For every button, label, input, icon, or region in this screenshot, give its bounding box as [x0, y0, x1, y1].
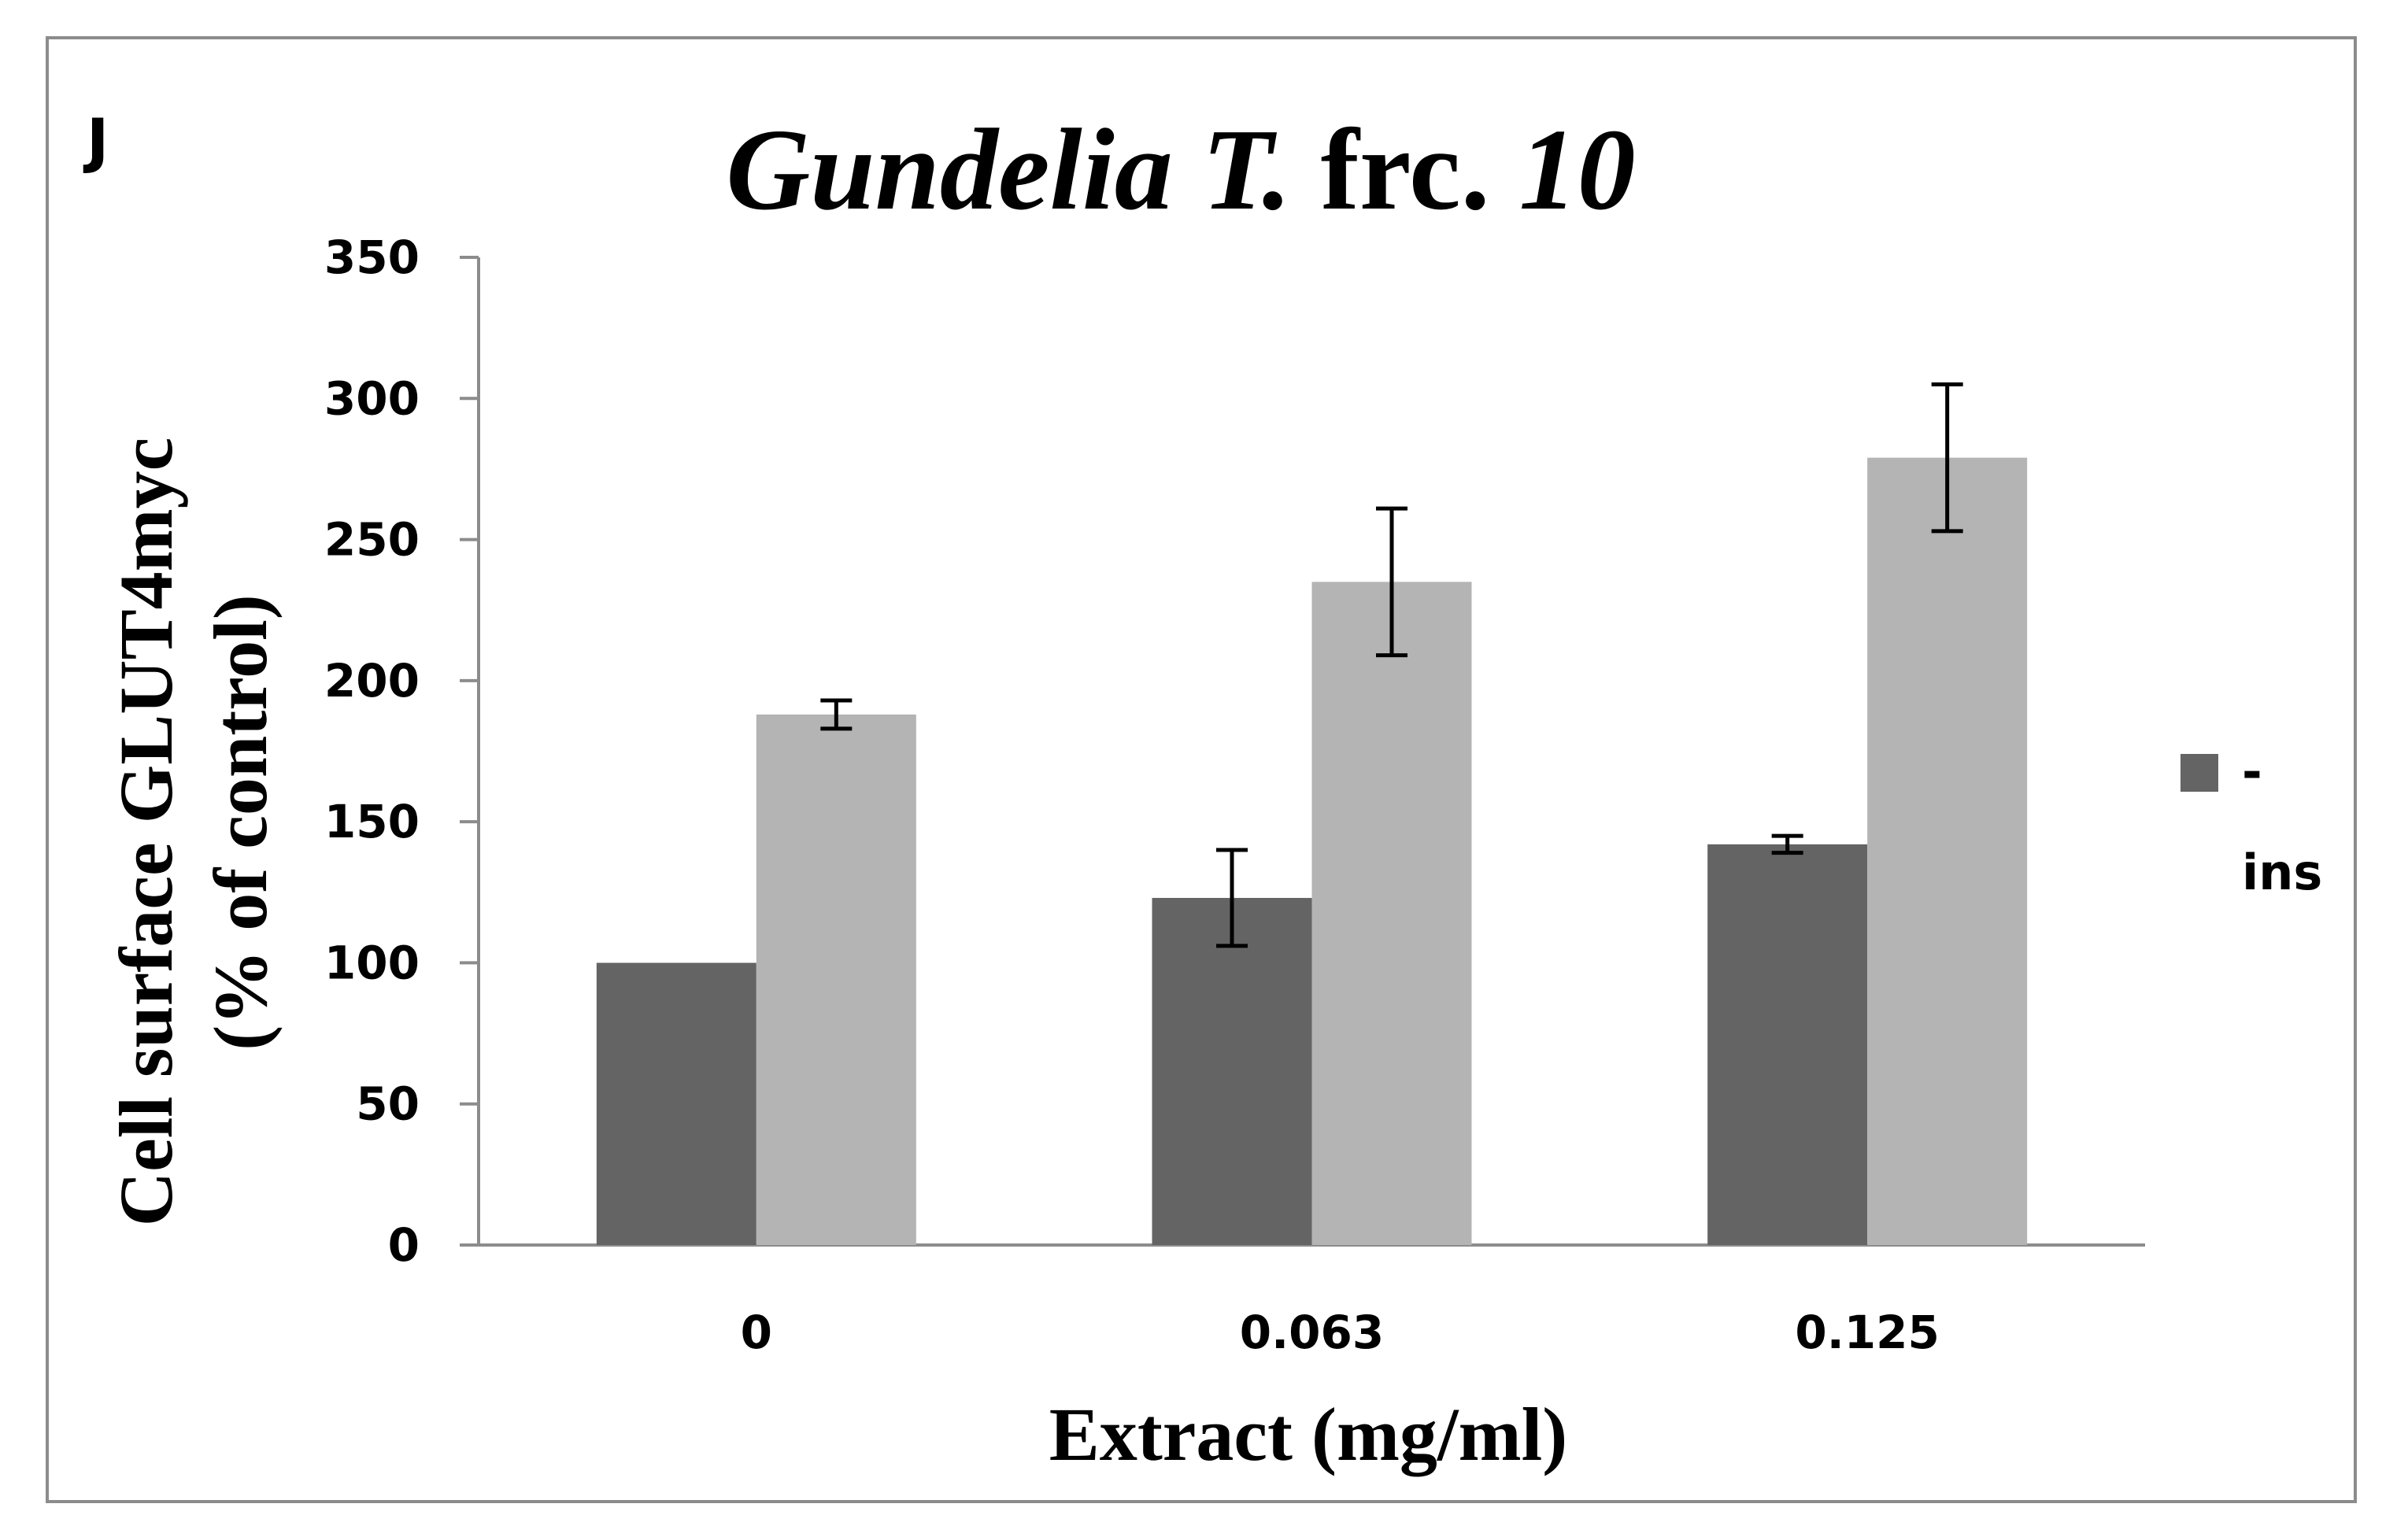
bar — [756, 714, 916, 1245]
chart-title-part: Gundelia T. — [726, 105, 1291, 235]
x-tick-label: 0.063 — [1240, 1306, 1384, 1359]
y-axis-title-line-2: (% of control) — [198, 594, 283, 1050]
y-tick-label: 100 — [324, 936, 420, 989]
x-axis: 0 0.063 0.125 — [479, 1243, 2145, 1359]
legend-swatch — [2181, 754, 2218, 792]
y-tick-label: 0 — [388, 1218, 420, 1272]
x-tick-label: 0 — [741, 1306, 772, 1359]
y-axis: 0 50 100 150 200 250 300 350 — [324, 231, 480, 1272]
chart-frame — [46, 36, 2357, 1503]
y-axis-title: Cell surface GLUT4myc (% of control) — [104, 419, 283, 1226]
bar — [1707, 844, 1868, 1245]
y-tick-label: 50 — [356, 1077, 420, 1131]
bar — [596, 962, 756, 1245]
x-axis-title: Extract (mg/ml) — [1049, 1392, 1567, 1476]
legend: - ins — [2181, 743, 2322, 901]
error-bars-group — [820, 382, 1963, 948]
chart-title-part: 10 — [1519, 105, 1636, 235]
panel-label: J — [83, 105, 109, 175]
bar — [1311, 582, 1472, 1245]
y-tick-label: 200 — [324, 654, 420, 708]
y-tick-label: 350 — [324, 231, 420, 284]
y-axis-title-line-1: Cell surface GLUT4myc — [104, 438, 188, 1226]
chart-title: Gundelia T. frc. 10 — [726, 105, 1635, 235]
bars-group — [596, 457, 2028, 1245]
chart-title-part: frc. — [1292, 105, 1519, 235]
bar — [1867, 457, 2028, 1245]
y-tick-label: 300 — [324, 371, 420, 425]
bar — [1152, 897, 1312, 1245]
y-tick-label: 250 — [324, 513, 420, 567]
legend-label: ins — [2242, 844, 2322, 901]
legend-label: - — [2242, 743, 2262, 800]
y-tick-label: 150 — [324, 795, 420, 848]
x-tick-label: 0.125 — [1795, 1306, 1939, 1359]
